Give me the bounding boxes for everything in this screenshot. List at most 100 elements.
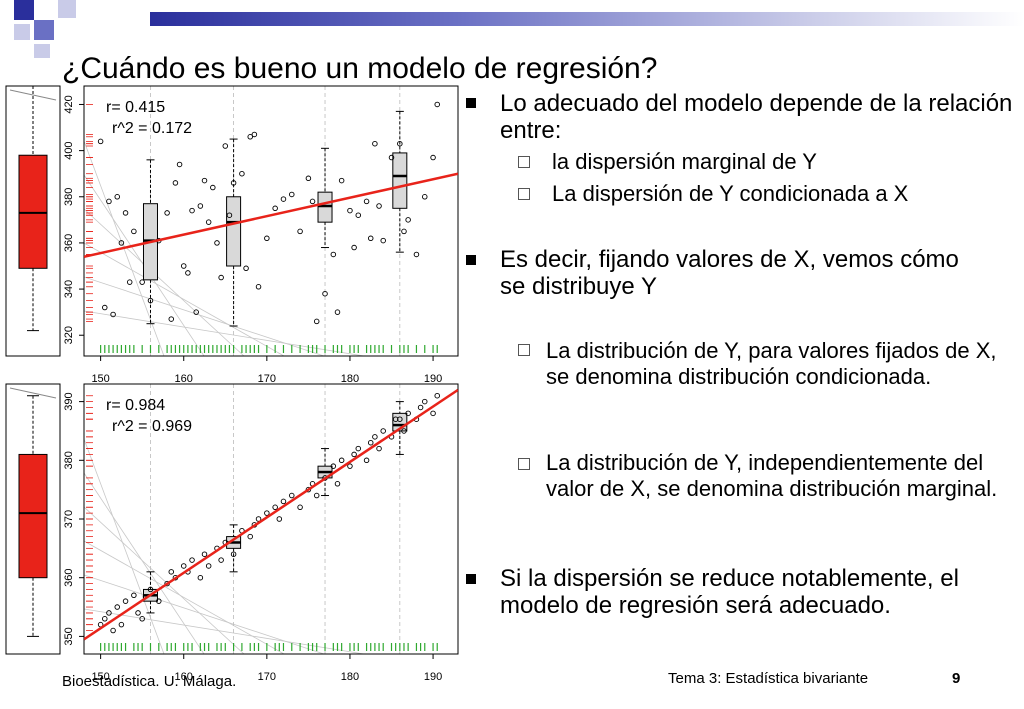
scatter-point: [180, 563, 187, 569]
scatter-point: [347, 207, 353, 214]
scatter-point: [330, 463, 337, 469]
scatter-chart-top: 320 340 360 380 400 420 150 160 170 180 190 r= 0.41…: [63, 85, 459, 385]
scatter-point: [397, 416, 403, 422]
x-tick-label: 170: [258, 671, 276, 683]
scatter-point: [297, 504, 303, 511]
scatter-point: [255, 284, 262, 290]
scatter-point: [367, 439, 374, 446]
scatter-point: [218, 274, 224, 281]
scatter-point: [102, 304, 108, 311]
scatter-point: [388, 154, 395, 161]
scatter-point: [372, 434, 378, 440]
scatter-point: [193, 309, 199, 315]
scatter-point: [322, 290, 328, 297]
scatter-point: [334, 309, 341, 315]
marginal-boxplot-top: [5, 85, 61, 357]
scatter-point: [347, 463, 353, 469]
scatter-point: [122, 210, 129, 216]
y-tick-label: 420: [63, 95, 75, 113]
y-tick-label: 320: [63, 326, 75, 344]
scatter-point: [176, 161, 183, 168]
bullet-marker: [466, 98, 476, 108]
scatter-point: [180, 263, 187, 269]
bullet-3: Si la dispersión se reduce notablemente,…: [500, 565, 959, 619]
y-tick-label: 400: [63, 141, 75, 159]
scatter-point: [239, 170, 245, 177]
scatter-point: [247, 134, 253, 140]
scatter-point: [197, 574, 204, 581]
scatter-point: [122, 598, 129, 604]
corner-square-3: [58, 0, 76, 18]
projection-line: [84, 438, 165, 654]
x-tick-label: 150: [91, 373, 109, 385]
projection-lines: [84, 438, 365, 654]
scatter-point: [230, 551, 237, 557]
corner-square-5: [34, 44, 50, 58]
y-tick-label: 340: [63, 280, 75, 298]
scatter-point: [168, 569, 175, 575]
scatter-point: [405, 217, 411, 223]
scatter-point: [264, 235, 270, 242]
scatter-point: [397, 140, 403, 147]
scatter-point: [355, 445, 362, 452]
scatter-point: [376, 445, 382, 452]
corner-square-2: [34, 20, 54, 40]
marginal-frame: [5, 383, 61, 655]
x-tick-label: 190: [424, 373, 442, 385]
scatter-point: [351, 244, 357, 251]
bullet-1: Lo adecuado del modelo depende de la rel…: [500, 90, 1013, 144]
projection-line: [84, 608, 365, 654]
scatter-point: [214, 240, 220, 246]
y-tick-label: 380: [63, 451, 75, 469]
scatter-point: [118, 240, 125, 246]
scatter-point: [367, 235, 374, 242]
scatter-point: [201, 177, 208, 184]
scatter-point: [401, 228, 407, 235]
projection-line: [84, 310, 365, 356]
y-tick-label: 390: [63, 392, 75, 410]
scatter-points: [97, 392, 440, 634]
scatter-point: [114, 194, 120, 200]
scatter-point: [376, 203, 382, 209]
scatter-point: [405, 410, 411, 417]
projection-line: [84, 506, 245, 654]
corner-square-4: [14, 24, 30, 40]
scatter-point: [305, 175, 312, 182]
scatter-point: [422, 398, 428, 405]
y-tick-label: 350: [63, 627, 75, 645]
scatter-point: [110, 311, 116, 318]
scatter-point: [313, 492, 320, 499]
plot-frame: [83, 85, 459, 357]
x-tick-label: 160: [175, 373, 193, 385]
marginal-guide-line: [9, 387, 57, 399]
scatter-point: [264, 510, 270, 516]
page-number: 9: [952, 670, 961, 687]
projection-line: [84, 472, 205, 654]
scatter-point: [243, 265, 249, 272]
scatter-point: [272, 504, 278, 511]
projection-line: [84, 208, 245, 356]
scatter-point: [185, 270, 191, 276]
boxplot-box: [392, 152, 408, 209]
footer-left: Bioestadística. U. Málaga.: [62, 673, 237, 690]
scatter-point: [413, 251, 420, 258]
bullet-marker: [466, 574, 476, 584]
footer-center: Tema 3: Estadística bivariante: [668, 670, 869, 687]
scatter-point: [309, 198, 316, 205]
scatter-point: [131, 592, 137, 599]
bullet-1-sub-2: La dispersión de Y condicionada a X: [552, 181, 909, 206]
x-tick-label: 170: [258, 373, 276, 385]
bullet-marker: [466, 255, 476, 265]
x-tick-label: 150: [91, 671, 109, 683]
scatter-point: [363, 198, 370, 205]
charts-svg: 320 340 360 380 400 420 150 160 170 180 190 r= 0.41…: [5, 85, 459, 683]
marginal-box: [18, 154, 48, 269]
projection-line: [84, 540, 285, 654]
scatter-point: [276, 516, 283, 522]
scatter-point: [297, 228, 303, 235]
scatter-point: [168, 316, 175, 322]
y-tick-label: 370: [63, 510, 75, 528]
regression-line: [84, 388, 458, 641]
bullet-1-sub-1: la dispersión marginal de Y: [552, 149, 817, 174]
scatter-point: [106, 610, 112, 616]
